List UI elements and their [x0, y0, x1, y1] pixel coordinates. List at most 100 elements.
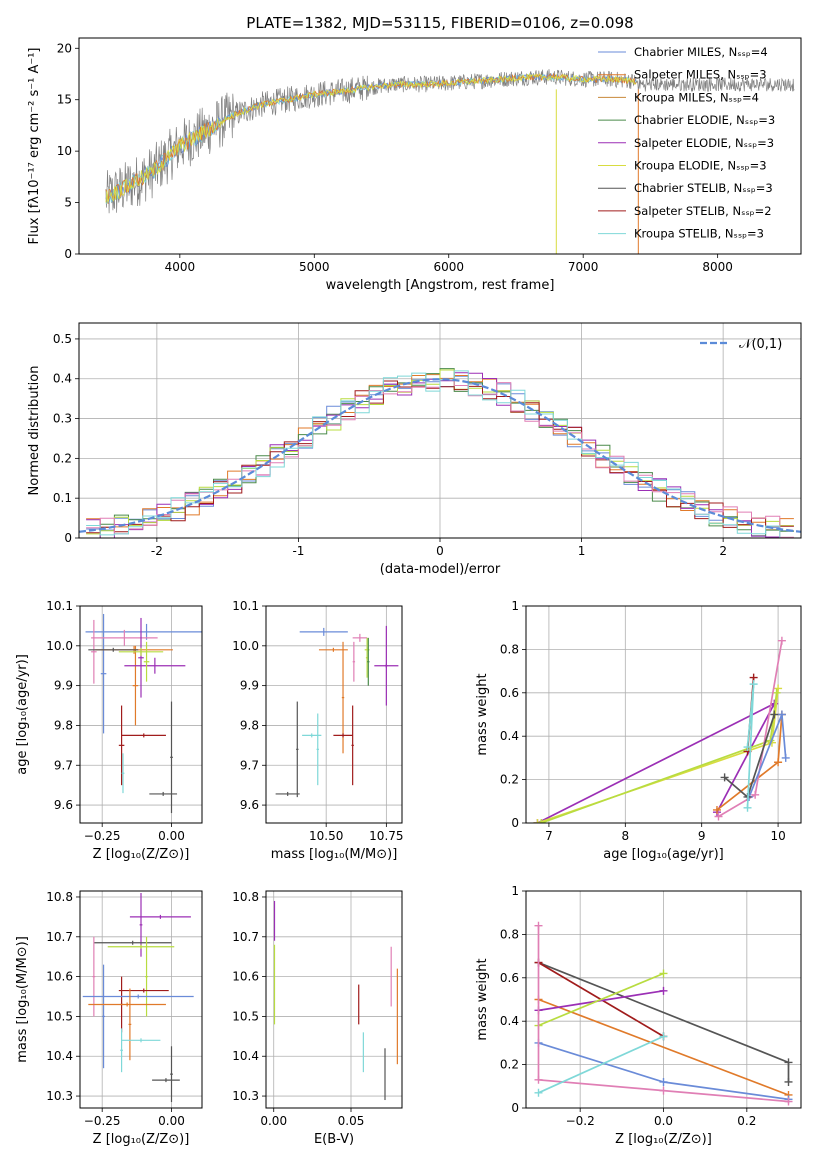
data-point-marker [534, 1075, 543, 1084]
data-point-marker [659, 1032, 668, 1041]
axes-frame [525, 605, 802, 824]
y-tick-label: 10 [57, 144, 72, 158]
mass-weight-line [538, 1035, 664, 1094]
panel-residuals: -2 -1 0 1 2 0 0.1 0.2 0.3 0.4 0.5 (data-model)/erro… [27, 322, 802, 577]
gaussian-curve [79, 378, 801, 533]
y-tick-label: 0.3 [53, 412, 72, 426]
y-tick-label: 10.3 [46, 1089, 73, 1103]
y-tick-label: 10.0 [46, 639, 73, 653]
y-tick-label: 10.4 [232, 1049, 259, 1063]
x-tick-label: 10 [770, 829, 785, 843]
plot-area [266, 606, 402, 823]
axes-frame [525, 890, 802, 1109]
y-tick-label: 0.4 [53, 372, 72, 386]
x-tick-label: 2 [719, 544, 727, 558]
axes-frame [265, 890, 403, 1109]
y-tick-label: 0.8 [500, 642, 519, 656]
plot-area [526, 606, 801, 823]
y-axis-label: Flux [fλ10⁻¹⁷ erg cm⁻² s⁻¹ A⁻¹] [27, 48, 42, 245]
panel-age-vs-Z: −0.25 0.00 9.6 9.7 9.8 9.9 10.0 10.1 Z [log₁₀(Z/… [15, 599, 203, 862]
data-point-marker [533, 819, 542, 823]
y-tick-label: 10.6 [46, 970, 73, 984]
y-tick-label: 1 [511, 884, 519, 898]
data-point-marker [784, 1097, 793, 1106]
panel-mass-weight-vs-age: 7 8 9 10 0 0.2 0.4 0.6 0.8 1 age [log₁₀(age/yr)] ma… [475, 599, 802, 862]
x-tick-label: 1 [578, 544, 586, 558]
axes-frame [79, 890, 203, 1109]
x-tick-label: 10.50 [309, 829, 343, 843]
y-tick-label: 0.6 [500, 971, 519, 985]
data-point-marker [534, 921, 543, 930]
legend-label: Chabrier STELIB, Nₛₛₚ=3 [634, 181, 773, 195]
data-point-marker [784, 1058, 793, 1067]
y-tick-label: 0 [511, 1101, 519, 1115]
x-tick-label: 0.00 [260, 1114, 287, 1128]
mass-weight-line [538, 972, 664, 1027]
y-tick-label: 10.3 [232, 1089, 259, 1103]
x-tick-label: 9 [698, 829, 706, 843]
y-tick-label: 0.2 [53, 451, 72, 465]
legend-label: Kroupa MILES, Nₛₛₚ=4 [634, 90, 759, 104]
y-tick-label: 10.5 [232, 1009, 259, 1023]
y-tick-label: 20 [57, 41, 72, 55]
model-line [105, 72, 637, 204]
y-tick-label: 10.4 [46, 1049, 73, 1063]
y-tick-label: 10.6 [232, 970, 259, 984]
y-tick-label: 0.2 [500, 773, 519, 787]
x-tick-label: 0 [436, 544, 444, 558]
y-tick-label: 0.5 [53, 332, 72, 346]
plot-area [526, 891, 801, 1108]
legend-label: Salpeter STELIB, Nₛₛₚ=2 [634, 204, 772, 218]
axes-frame [79, 605, 203, 824]
panel-age-vs-mass: 10.50 10.75 9.6 9.7 9.8 9.9 10.0 10.1 mass [log₁… [232, 599, 403, 862]
data-point-marker [781, 753, 790, 762]
y-tick-label: 1 [511, 599, 519, 613]
x-tick-label: −0.2 [566, 1114, 595, 1128]
x-axis-label: (data-model)/error [380, 562, 501, 577]
x-tick-label: 0.2 [737, 1114, 756, 1128]
data-point-marker [659, 986, 668, 995]
x-axis-label: Z [log₁₀(Z/Z⊙)] [93, 847, 190, 862]
y-tick-label: 9.6 [54, 798, 73, 812]
data-point-marker [749, 680, 758, 689]
y-axis-label: mass weight [475, 673, 490, 755]
spectrum-legend: Chabrier MILES, Nₛₛₚ=4 Salpeter MILES, Nₛ… [598, 45, 775, 241]
x-tick-label: 0.05 [338, 1114, 365, 1128]
y-axis-label: age [log₁₀(age/yr)] [15, 654, 30, 775]
panel-mass-vs-EBV: 0.00 0.05 10.3 10.4 10.5 10.6 10.7 10.8 E(B-V) [232, 890, 403, 1147]
plot-area [80, 891, 202, 1108]
x-tick-label: 4000 [165, 260, 196, 274]
x-tick-label: 0.0 [654, 1114, 673, 1128]
data-point-marker [777, 710, 786, 719]
y-tick-label: 0 [511, 816, 519, 830]
y-axis-label: Normed distribution [27, 366, 42, 496]
x-tick-label: −0.25 [84, 1114, 121, 1128]
data-point-marker [777, 636, 786, 645]
data-point-marker [659, 969, 668, 978]
y-tick-label: 0.8 [500, 927, 519, 941]
data-point-marker [720, 773, 729, 782]
data-point-marker [743, 743, 752, 752]
x-axis-label: age [log₁₀(age/yr)] [603, 847, 724, 862]
x-tick-label: -1 [292, 544, 304, 558]
data-point-marker [774, 684, 783, 693]
y-tick-label: 10.7 [232, 930, 259, 944]
x-tick-label: 0.00 [158, 1114, 185, 1128]
x-tick-label: 8000 [702, 260, 733, 274]
y-axis-label: mass weight [475, 958, 490, 1040]
spectrum-data-line [105, 69, 795, 214]
legend-label: Kroupa STELIB, Nₛₛₚ=3 [634, 227, 764, 241]
y-tick-label: 0 [64, 531, 72, 545]
y-tick-label: 10.0 [232, 639, 259, 653]
y-tick-label: 9.9 [54, 679, 73, 693]
x-axis-label: E(B-V) [314, 1132, 354, 1147]
legend-label: Chabrier MILES, Nₛₛₚ=4 [634, 45, 768, 59]
data-point-marker [537, 819, 546, 823]
y-tick-label: 15 [57, 93, 72, 107]
data-point-marker [714, 812, 723, 821]
x-axis-label: Z [log₁₀(Z/Z⊙)] [93, 1132, 190, 1147]
x-tick-label: −0.25 [84, 829, 121, 843]
data-point-marker [770, 710, 779, 719]
y-tick-label: 10.7 [46, 930, 73, 944]
